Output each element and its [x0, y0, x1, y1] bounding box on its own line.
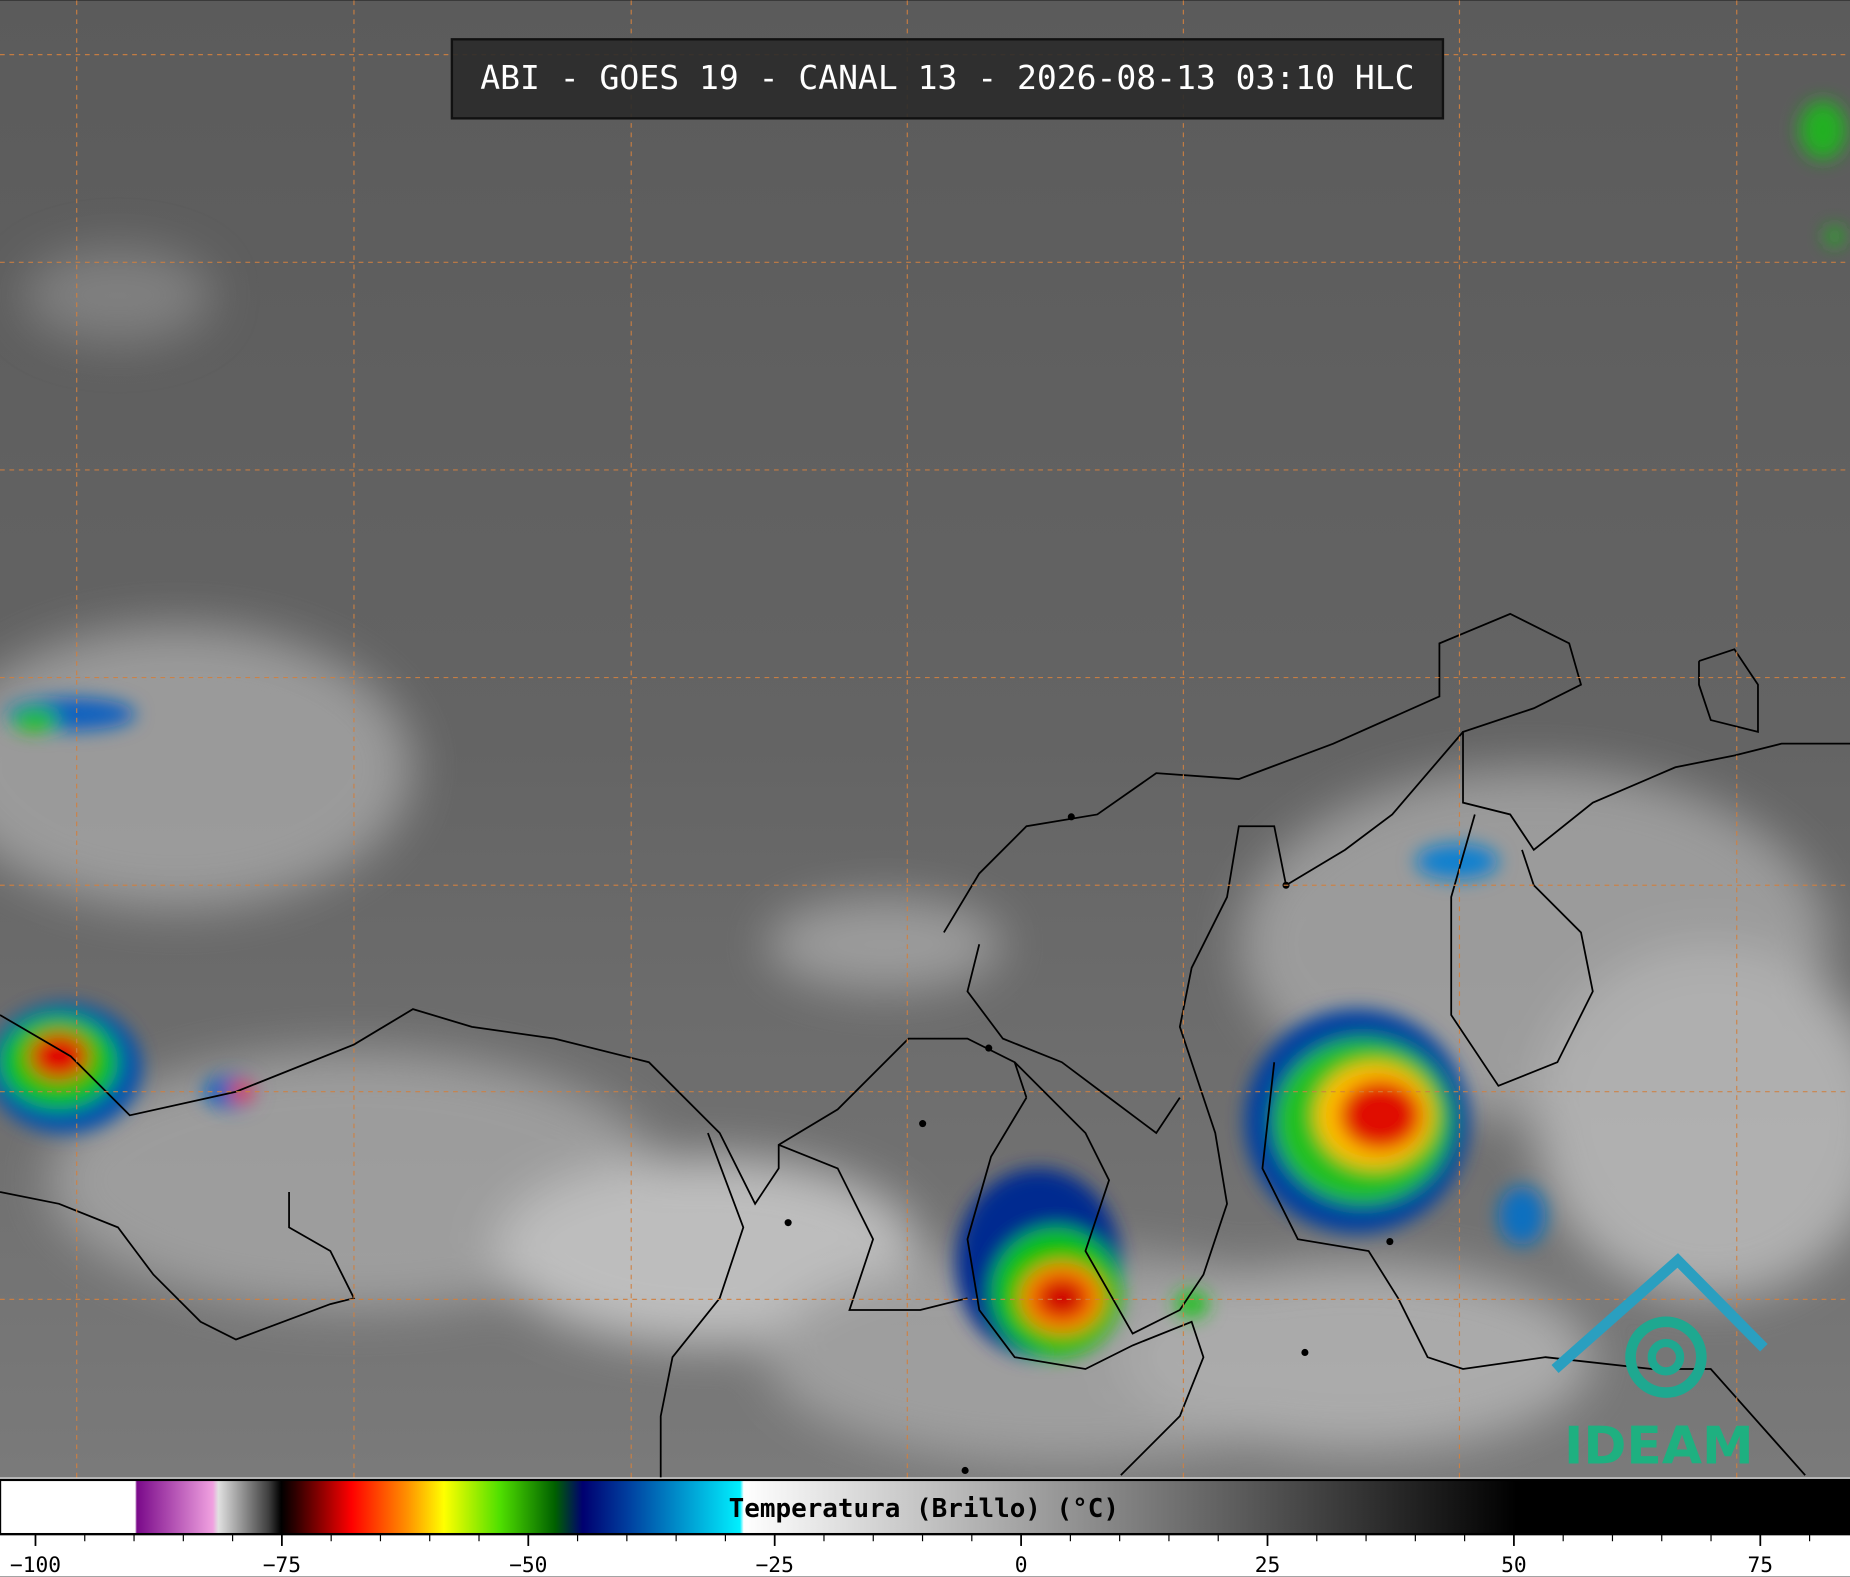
- tick-label: −50: [509, 1553, 547, 1577]
- tick-label: 0: [1015, 1553, 1028, 1577]
- colorbar-label: Temperatura (Brillo) (°C): [729, 1494, 1119, 1524]
- tick-label: 50: [1501, 1553, 1527, 1577]
- imagery: [0, 0, 1850, 1478]
- colorbar: [0, 1478, 1850, 1536]
- title: ABI - GOES 19 - CANAL 13 - 2026-08-13 03…: [480, 58, 1414, 97]
- title-box: ABI - GOES 19 - CANAL 13 - 2026-08-13 03…: [450, 38, 1445, 120]
- logo: IDEAM: [1551, 1253, 1768, 1476]
- tick-label: −75: [263, 1553, 301, 1577]
- tick-label: 75: [1748, 1553, 1774, 1577]
- tick-label: 25: [1255, 1553, 1281, 1577]
- tick-label: −100: [10, 1553, 61, 1577]
- logo-text: IDEAM: [1564, 1416, 1754, 1476]
- tick-label: −25: [756, 1553, 794, 1577]
